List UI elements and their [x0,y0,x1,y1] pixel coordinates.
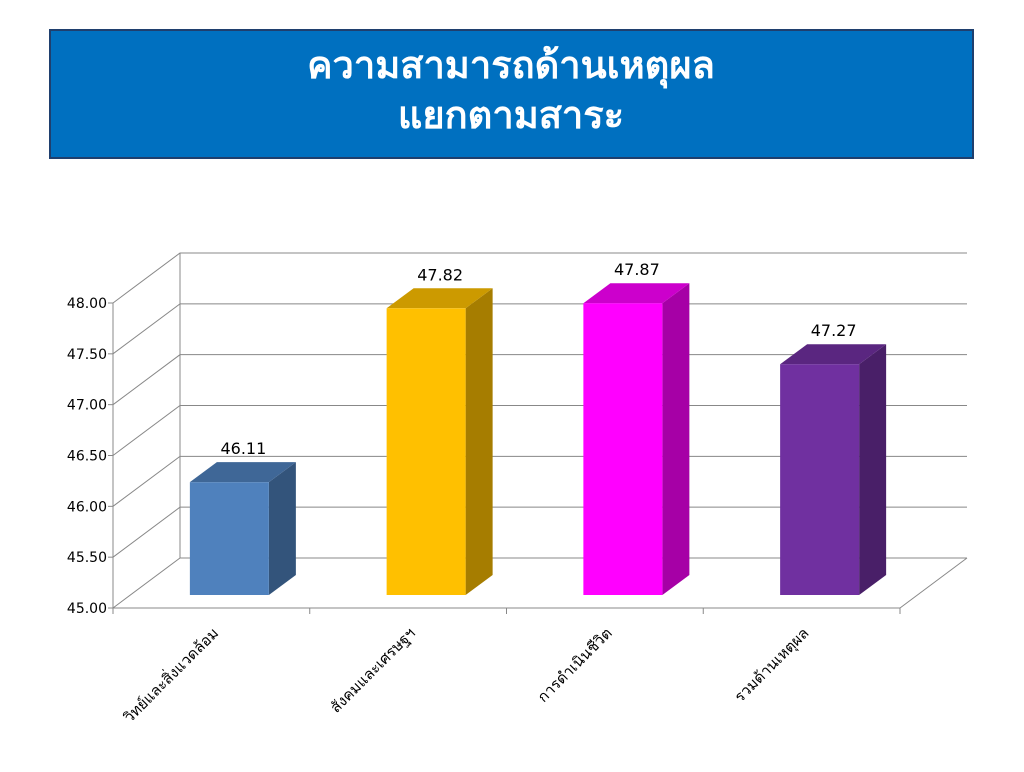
x-tick-label: วิทย์และสิ่งแวดล้อม [118,623,222,727]
grid-line [112,354,967,406]
y-tick-label: 48.00 [67,296,107,312]
grid-line [112,455,967,507]
title-line: แยกตามสาระ [398,93,624,137]
title-line: ความสามารถด้านเหตุผล [307,43,715,89]
bar-side [268,462,296,595]
y-tick-label: 47.50 [67,347,107,363]
grid-line [112,557,967,609]
x-tick-label: สังคมและเศรษฐฯ [327,624,419,716]
bar-top [780,344,887,365]
bar-side [859,344,887,595]
floor-line [899,557,968,609]
bar [583,303,663,595]
value-label: 47.27 [811,321,857,340]
grid-line [112,252,967,304]
x-tick-label: การดำเนินชีวิต [534,624,616,706]
bar [780,364,860,595]
grid-line [112,303,967,355]
y-tick-label: 45.50 [67,550,107,566]
bar-side [465,288,493,595]
value-label: 47.82 [417,265,463,284]
bar-top [189,462,296,483]
y-tick-label: 45.00 [67,601,107,617]
value-label: 46.11 [220,439,266,458]
title-box [49,29,974,159]
bar [386,308,466,595]
grid-line [112,405,967,456]
value-label: 47.87 [614,260,660,279]
y-tick-label: 46.50 [67,449,107,465]
y-tick-label: 47.00 [67,398,107,414]
bar-side [662,283,690,595]
bar-top [583,283,690,304]
grid-line [112,506,967,558]
bar [189,482,269,595]
x-tick-label: รวมด้านเหตุผล [731,624,813,706]
y-tick-label: 46.00 [67,499,107,515]
bar-top [386,288,493,309]
